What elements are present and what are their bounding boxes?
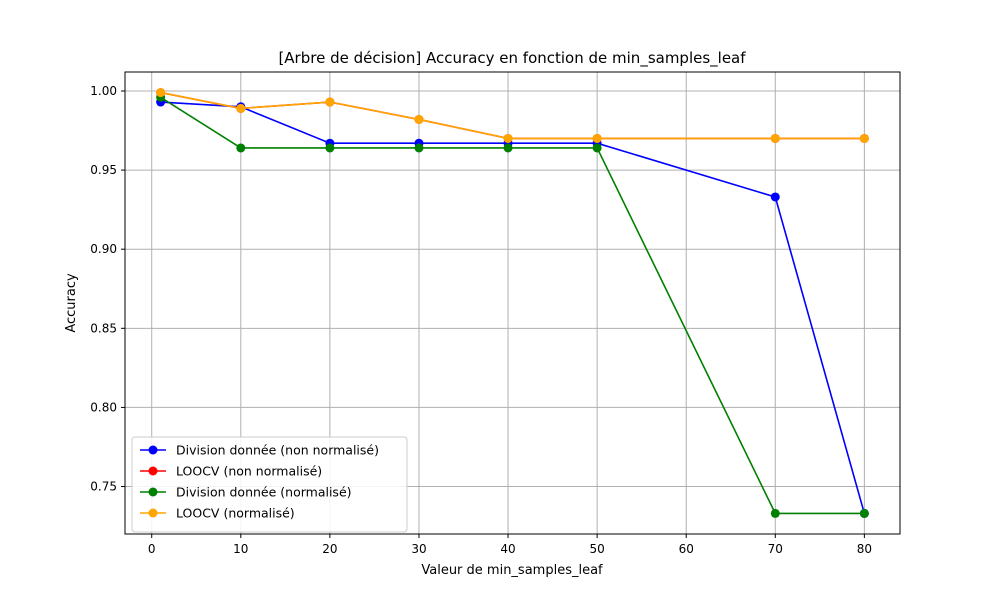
series-group bbox=[156, 92, 869, 518]
x-tick-label: 30 bbox=[411, 542, 426, 556]
series-line bbox=[160, 91, 865, 140]
x-tick-label: 20 bbox=[322, 542, 337, 556]
data-point bbox=[770, 133, 780, 143]
data-point bbox=[325, 97, 335, 107]
data-point bbox=[414, 143, 424, 153]
data-point bbox=[414, 114, 424, 124]
y-tick-label: 0.80 bbox=[90, 400, 117, 414]
legend-swatch-marker bbox=[148, 466, 158, 476]
y-tick-label: 0.85 bbox=[90, 321, 117, 335]
x-tick-label: 80 bbox=[857, 542, 872, 556]
data-point bbox=[236, 143, 246, 153]
axis-ticks: 0 10 20 30 40 50 60 70 80 0.75 0.80 0.85 0.90 0.95 1.0… bbox=[90, 84, 872, 556]
data-point bbox=[503, 133, 513, 143]
data-point bbox=[592, 143, 602, 153]
data-point bbox=[859, 508, 869, 518]
legend-swatch-marker bbox=[148, 508, 158, 518]
series-line bbox=[160, 96, 865, 515]
legend-entry-label: Division donnée (normalisé) bbox=[176, 485, 352, 500]
series-line bbox=[160, 101, 866, 514]
x-tick-label: 0 bbox=[148, 542, 156, 556]
y-tick-label: 1.00 bbox=[90, 84, 117, 98]
series-line bbox=[160, 91, 865, 140]
data-point bbox=[770, 508, 780, 518]
x-tick-label: 10 bbox=[233, 542, 248, 556]
chart-title: [Arbre de décision] Accuracy en fonction… bbox=[278, 49, 746, 68]
data-point bbox=[325, 143, 335, 153]
legend: Division donnée (non normalisé) LOOCV (no… bbox=[131, 436, 408, 533]
y-tick-label: 0.95 bbox=[90, 163, 117, 177]
data-point bbox=[770, 192, 780, 202]
y-tick-label: 0.90 bbox=[90, 242, 117, 256]
legend-entry-label: LOOCV (normalisé) bbox=[176, 506, 295, 521]
data-point bbox=[236, 103, 246, 113]
x-tick-label: 60 bbox=[679, 542, 694, 556]
x-axis-label: Valeur de min_samples_leaf bbox=[421, 563, 603, 578]
x-tick-label: 70 bbox=[768, 542, 783, 556]
data-point bbox=[503, 143, 513, 153]
data-point bbox=[156, 88, 166, 98]
series-group bbox=[156, 88, 869, 143]
legend-swatch-marker bbox=[148, 445, 158, 455]
y-axis-label: Accuracy bbox=[64, 273, 79, 333]
series-lines bbox=[156, 88, 869, 518]
y-tick-label: 0.75 bbox=[90, 480, 117, 494]
legend-box bbox=[131, 436, 408, 533]
data-point bbox=[592, 133, 602, 143]
plot-frame bbox=[124, 71, 901, 535]
legend-entry-label: LOOCV (non normalisé) bbox=[176, 464, 322, 479]
legend-swatch-marker bbox=[148, 487, 158, 497]
legend-entry-label: Division donnée (non normalisé) bbox=[176, 443, 379, 458]
x-tick-label: 40 bbox=[500, 542, 515, 556]
x-tick-label: 50 bbox=[589, 542, 604, 556]
data-point bbox=[859, 133, 869, 143]
